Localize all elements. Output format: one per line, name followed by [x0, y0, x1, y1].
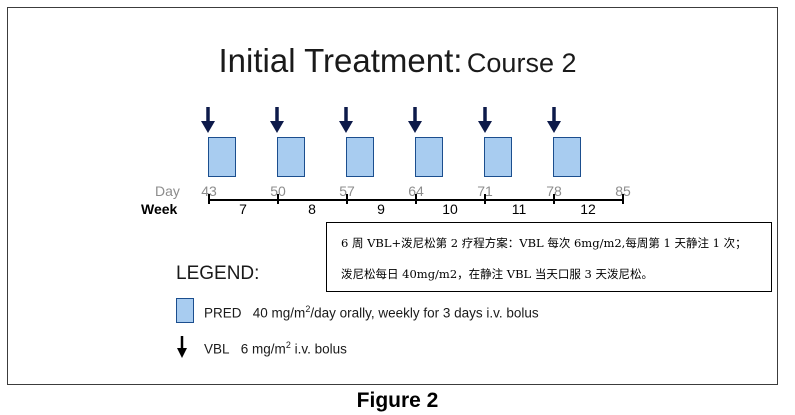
- vbl-arrow-icon: [547, 107, 561, 133]
- legend-title: LEGEND:: [176, 263, 260, 284]
- pred-dose-rest: /day orally, weekly for 3 days i.v. bolu…: [310, 305, 539, 321]
- vbl-dose-rest: i.v. bolus: [290, 341, 347, 357]
- figure-title: Initial Treatment: Course 2: [0, 42, 795, 80]
- axis-tick: [622, 194, 624, 204]
- pred-block: [415, 137, 443, 177]
- week-number: 12: [580, 201, 596, 217]
- vbl-dose-sup: 2: [285, 340, 291, 350]
- week-number: 8: [308, 201, 316, 217]
- vbl-dose: 6 mg/m: [240, 341, 286, 357]
- pred-block: [208, 137, 236, 177]
- vbl-name: VBL: [204, 341, 230, 357]
- pred-dose: 40 mg/m: [252, 305, 306, 321]
- week-number: 7: [239, 201, 247, 217]
- note-line-2: 泼尼松每日 40mg/m2，在静注 VBL 当天口服 3 天泼尼松。: [341, 267, 653, 281]
- axis-tick: [208, 194, 210, 204]
- vbl-arrow-icon: [478, 107, 492, 133]
- axis-tick: [484, 194, 486, 204]
- day-tick-label: 64: [408, 183, 424, 199]
- day-tick-label: 85: [615, 183, 631, 199]
- regimen-note-box: 6 周 VBL+泼尼松第 2 疗程方案：VBL 每次 6mg/m2,每周第 1 …: [326, 222, 772, 292]
- pred-name: PRED: [204, 305, 242, 321]
- week-number: 9: [377, 201, 385, 217]
- axis-tick: [277, 194, 279, 204]
- pred-legend-text: PRED 40 mg/m2/day orally, weekly for 3 d…: [204, 304, 539, 321]
- title-sub: Course 2: [466, 48, 577, 78]
- axis-tick: [346, 194, 348, 204]
- day-label: Day: [155, 183, 180, 199]
- week-label: Week: [141, 201, 178, 217]
- day-tick-label: 57: [339, 183, 355, 199]
- pred-legend-swatch: [176, 298, 194, 323]
- vbl-legend-text: VBL 6 mg/m2 i.v. bolus: [204, 340, 347, 357]
- vbl-arrow-icon: [201, 107, 215, 133]
- axis-tick: [553, 194, 555, 204]
- vbl-arrow-icon: [270, 107, 284, 133]
- pred-block: [553, 137, 581, 177]
- pred-dose-sup: 2: [305, 304, 311, 314]
- day-tick-label: 78: [546, 183, 562, 199]
- vbl-arrow-icon: [339, 107, 353, 133]
- pred-block: [346, 137, 374, 177]
- note-line-1: 6 周 VBL+泼尼松第 2 疗程方案：VBL 每次 6mg/m2,每周第 1 …: [341, 236, 747, 250]
- title-main: Initial Treatment:: [218, 42, 463, 79]
- vbl-legend-arrow-icon: [177, 336, 187, 358]
- day-tick-label: 71: [477, 183, 493, 199]
- vbl-arrow-icon: [408, 107, 422, 133]
- day-tick-label: 50: [270, 183, 286, 199]
- axis-tick: [415, 194, 417, 204]
- figure-frame: [7, 7, 778, 385]
- pred-block: [484, 137, 512, 177]
- figure-caption: Figure 2: [356, 389, 439, 412]
- day-tick-label: 43: [201, 183, 217, 199]
- week-number: 11: [511, 201, 527, 217]
- pred-block: [277, 137, 305, 177]
- week-number: 10: [442, 201, 458, 217]
